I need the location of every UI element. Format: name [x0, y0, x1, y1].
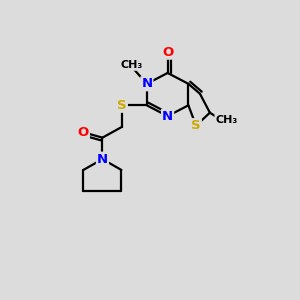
- Text: N: N: [97, 153, 108, 166]
- Text: CH₃: CH₃: [121, 60, 143, 70]
- Text: S: S: [117, 99, 127, 112]
- Text: N: N: [162, 110, 173, 123]
- Text: S: S: [191, 119, 201, 132]
- Text: O: O: [162, 46, 173, 59]
- Text: N: N: [141, 77, 152, 90]
- Text: CH₃: CH₃: [215, 115, 238, 124]
- Text: O: O: [78, 126, 89, 139]
